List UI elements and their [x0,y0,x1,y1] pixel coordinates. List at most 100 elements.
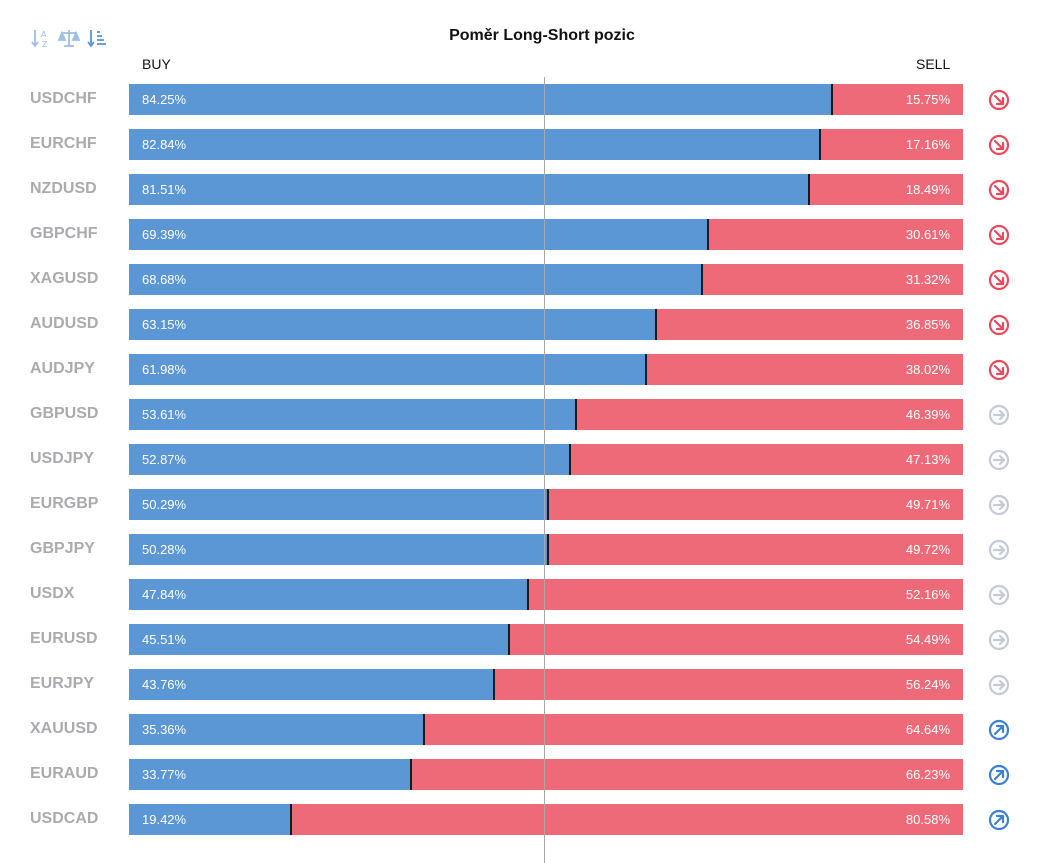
symbol-label[interactable]: EURUSD [30,630,98,647]
sell-bar: 49.71% [548,489,963,520]
row-gbpusd: GBPUSD 53.61% 46.39% [0,399,1050,430]
symbol-label[interactable]: USDCHF [30,90,97,107]
signal-neutral-icon[interactable] [988,674,1010,696]
ratio-bar: 43.76% 56.24% [129,669,963,700]
fifty-percent-line [544,77,545,863]
row-usdcad: USDCAD 19.42% 80.58% [0,804,1050,835]
ratio-marker [410,759,412,790]
buy-value: 43.76% [142,677,187,692]
buy-bar: 19.42% [129,804,291,835]
buy-value: 68.68% [142,272,187,287]
signal-neutral-icon[interactable] [988,404,1010,426]
row-audusd: AUDUSD 63.15% 36.85% [0,309,1050,340]
row-eurgbp: EURGBP 50.29% 49.71% [0,489,1050,520]
buy-value: 19.42% [142,812,187,827]
buy-bar: 53.61% [129,399,576,430]
sell-value: 64.64% [905,722,950,737]
symbol-label[interactable]: EURAUD [30,765,99,782]
symbol-label[interactable]: EURCHF [30,135,97,152]
symbol-label[interactable]: GBPUSD [30,405,99,422]
sell-value: 66.23% [905,767,950,782]
buy-bar: 84.25% [129,84,832,115]
row-eurchf: EURCHF 82.84% 17.16% [0,129,1050,160]
signal-down-icon[interactable] [988,359,1010,381]
svg-text:A: A [41,30,47,39]
signal-down-icon[interactable] [988,269,1010,291]
signal-down-icon[interactable] [988,89,1010,111]
symbol-label[interactable]: EURGBP [30,495,99,512]
buy-bar: 69.39% [129,219,708,250]
ratio-marker [831,84,833,115]
sell-value: 18.49% [905,182,950,197]
signal-neutral-icon[interactable] [988,494,1010,516]
row-eurjpy: EURJPY 43.76% 56.24% [0,669,1050,700]
sell-bar: 80.58% [291,804,963,835]
signal-up-icon[interactable] [988,719,1010,741]
sell-bar: 38.02% [646,354,963,385]
signal-down-icon[interactable] [988,134,1010,156]
row-xagusd: XAGUSD 68.68% 31.32% [0,264,1050,295]
ratio-marker [547,489,549,520]
ratio-marker [645,354,647,385]
buy-value: 82.84% [142,137,187,152]
buy-bar: 47.84% [129,579,528,610]
symbol-label[interactable]: EURJPY [30,675,95,692]
symbol-label[interactable]: GBPJPY [30,540,95,557]
ratio-marker [508,624,510,655]
ratio-bar: 61.98% 38.02% [129,354,963,385]
buy-bar: 61.98% [129,354,646,385]
symbol-label[interactable]: USDJPY [30,450,95,467]
ratio-marker [423,714,425,745]
row-usdchf: USDCHF 84.25% 15.75% [0,84,1050,115]
ratio-marker [655,309,657,340]
sell-bar: 31.32% [702,264,963,295]
sell-bar: 52.16% [528,579,963,610]
signal-up-icon[interactable] [988,809,1010,831]
signal-up-icon[interactable] [988,764,1010,786]
symbol-label[interactable]: GBPCHF [30,225,98,242]
balance-scale-icon[interactable] [58,26,80,50]
buy-value: 84.25% [142,92,187,107]
sell-bar: 36.85% [656,309,963,340]
buy-bar: 50.29% [129,489,548,520]
signal-neutral-icon[interactable] [988,539,1010,561]
symbol-label[interactable]: USDX [30,585,75,602]
ratio-marker [819,129,821,160]
ratio-bar: 35.36% 64.64% [129,714,963,745]
symbol-label[interactable]: USDCAD [30,810,99,827]
row-usdjpy: USDJPY 52.87% 47.13% [0,444,1050,475]
signal-down-icon[interactable] [988,314,1010,336]
buy-value: 45.51% [142,632,187,647]
sell-value: 15.75% [905,92,950,107]
signal-neutral-icon[interactable] [988,584,1010,606]
symbol-label[interactable]: XAGUSD [30,270,99,287]
ratio-marker [808,174,810,205]
row-euraud: EURAUD 33.77% 66.23% [0,759,1050,790]
signal-neutral-icon[interactable] [988,449,1010,471]
buy-bar: 63.15% [129,309,656,340]
sell-bar: 18.49% [809,174,963,205]
ratio-marker [493,669,495,700]
ratio-bar: 63.15% 36.85% [129,309,963,340]
buy-bar: 52.87% [129,444,570,475]
buy-value: 47.84% [142,587,187,602]
ratio-bar: 19.42% 80.58% [129,804,963,835]
sort-alpha-icon[interactable]: A Z [30,26,52,50]
ratio-bar: 50.28% 49.72% [129,534,963,565]
buy-bar: 45.51% [129,624,509,655]
sell-value: 49.72% [905,542,950,557]
signal-down-icon[interactable] [988,224,1010,246]
signal-neutral-icon[interactable] [988,629,1010,651]
symbol-label[interactable]: AUDUSD [30,315,99,332]
sort-amount-icon[interactable] [86,26,108,50]
symbol-label[interactable]: NZDUSD [30,180,97,197]
symbol-label[interactable]: XAUUSD [30,720,98,737]
sell-bar: 47.13% [570,444,963,475]
signal-down-icon[interactable] [988,179,1010,201]
ratio-bar: 82.84% 17.16% [129,129,963,160]
row-eurusd: EURUSD 45.51% 54.49% [0,624,1050,655]
sell-value: 54.49% [905,632,950,647]
buy-value: 53.61% [142,407,187,422]
symbol-label[interactable]: AUDJPY [30,360,95,377]
ratio-bar: 47.84% 52.16% [129,579,963,610]
